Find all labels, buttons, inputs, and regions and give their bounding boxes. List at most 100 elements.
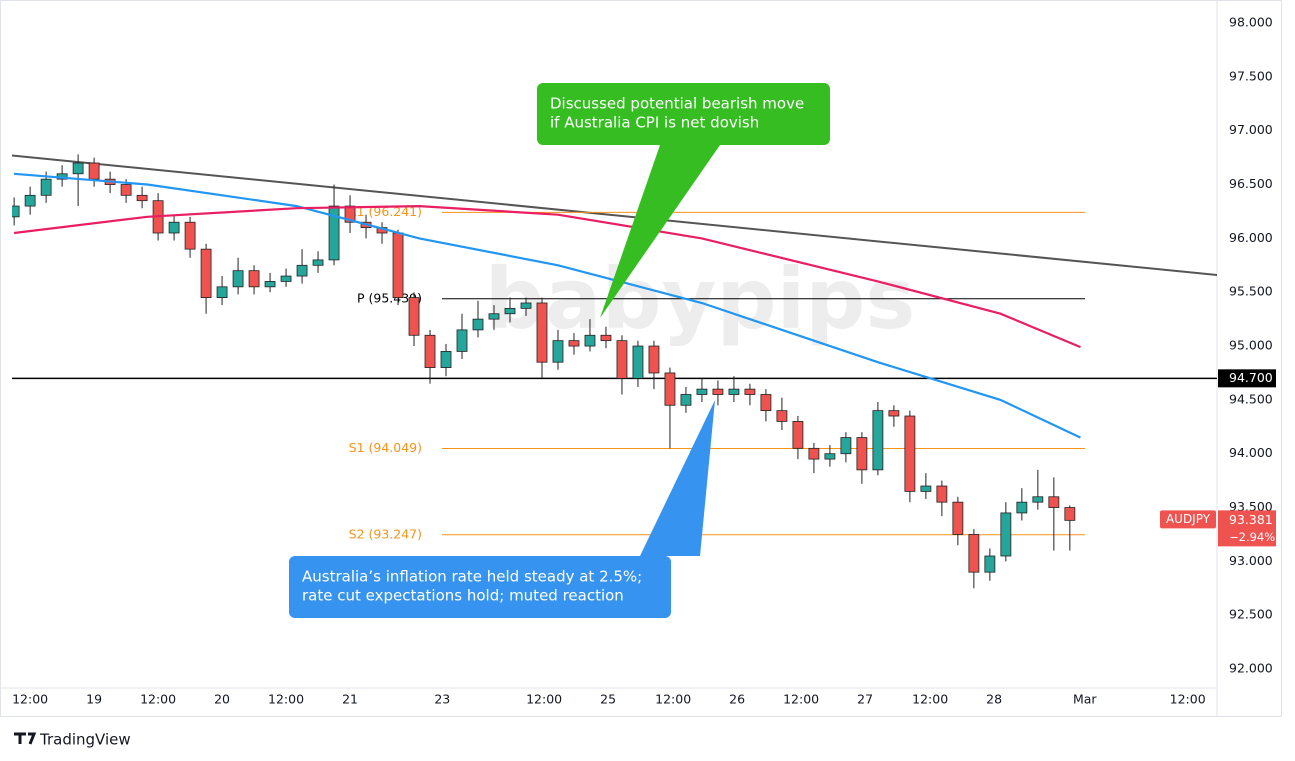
x-tick-label: 12:00 [912, 692, 948, 707]
candle-body [792, 421, 804, 449]
candle-body [1048, 496, 1060, 508]
y-tick-label: 97.000 [1229, 122, 1273, 137]
y-tick-label: 92.000 [1229, 661, 1273, 676]
candle-body [72, 162, 84, 175]
x-tick-label: 20 [214, 692, 230, 707]
candle-body [504, 307, 516, 315]
x-tick-label: 25 [600, 692, 616, 707]
candle-body [12, 205, 20, 218]
candle-body [168, 221, 180, 234]
candle-body [392, 232, 404, 298]
candle-body [872, 410, 884, 471]
y-tick-label: 93.500 [1229, 499, 1273, 514]
x-tick-label: 19 [86, 692, 102, 707]
candle-body [584, 334, 596, 347]
candle-body [344, 205, 356, 223]
x-tick-label: 12:00 [12, 692, 48, 707]
candle-body [184, 221, 196, 250]
candle-body [232, 270, 244, 288]
symbol-label: AUDJPY [1166, 512, 1211, 526]
candle-body [296, 264, 308, 277]
candle-body [216, 286, 228, 298]
y-tick-label: 97.500 [1229, 68, 1273, 83]
candle-body [808, 447, 820, 460]
x-tick-label: Mar [1073, 692, 1097, 707]
price-change: −2.94% [1229, 530, 1275, 544]
candle-body [568, 340, 580, 347]
candle-body [1000, 512, 1012, 557]
candle-body [136, 194, 148, 202]
candle-body [408, 297, 420, 336]
x-tick-label: 12:00 [268, 692, 304, 707]
candle-body [552, 340, 564, 363]
x-tick-label: 23 [434, 692, 450, 707]
candle-body [488, 313, 500, 320]
candle-body [904, 415, 916, 492]
callout-box [537, 83, 830, 145]
candle-body [776, 410, 788, 422]
pivot-label: P (95.439) [357, 290, 422, 305]
candle-body [744, 388, 756, 395]
x-tick-label: 12:00 [140, 692, 176, 707]
symbol-tag [1160, 510, 1216, 529]
x-tick-label: 26 [729, 692, 745, 707]
last-price: 93.381 [1229, 512, 1273, 527]
y-tick-label: 96.000 [1229, 230, 1273, 245]
candle-body [648, 345, 660, 374]
candle-body [680, 394, 692, 406]
y-tick-label: 98.000 [1229, 15, 1273, 30]
candle-body [696, 388, 708, 395]
candle-body [920, 485, 932, 492]
y-tick-label: 96.500 [1229, 176, 1273, 191]
candle-body [24, 194, 36, 207]
candle-body [952, 501, 964, 535]
candle-body [328, 205, 340, 261]
x-tick-label: 28 [986, 692, 1002, 707]
callout-pointer [640, 400, 715, 556]
y-tick-label: 93.000 [1229, 553, 1273, 568]
candle-body [616, 340, 628, 379]
y-tick-label: 95.500 [1229, 284, 1273, 299]
moving-average [13, 204, 1081, 349]
pivot-label: S2 (93.247) [349, 526, 422, 541]
candle-body [200, 248, 212, 298]
x-tick-label: 27 [857, 692, 873, 707]
candle-body [712, 388, 724, 395]
trendline [12, 154, 1217, 276]
candle-body [664, 372, 676, 406]
last-price-tag [1218, 510, 1276, 547]
candle-body [248, 270, 260, 288]
candle-body [120, 184, 132, 196]
candle-body [472, 318, 484, 331]
candle-body [888, 410, 900, 417]
plot: R1 (96.241)P (95.439)S1 (94.049)S2 (93.2… [12, 154, 1217, 589]
y-tick-label: 94.000 [1229, 445, 1273, 460]
candle-body [936, 485, 948, 503]
candle-body [984, 555, 996, 573]
callout-box [289, 556, 671, 618]
x-tick-label: 12:00 [655, 692, 691, 707]
callout-pointer [600, 145, 720, 318]
price-line-tag [1218, 369, 1276, 388]
candle-body [760, 394, 772, 412]
candle-body [440, 351, 452, 368]
candle-body [1032, 496, 1044, 503]
candle-body [840, 437, 852, 455]
x-tick-label: 12:00 [526, 692, 562, 707]
callout-text: Discussed potential bearish move [550, 95, 804, 113]
price-line-label: 94.700 [1229, 370, 1273, 385]
candle-body [40, 178, 52, 196]
pivot-label: S1 (94.049) [349, 440, 422, 455]
callout-text: rate cut expectations hold; muted reacti… [302, 587, 624, 605]
candle-body [600, 334, 612, 342]
candle-body [536, 302, 548, 363]
callout-text: Australia’s inflation rate held steady a… [302, 568, 642, 586]
candle-body [632, 345, 644, 379]
moving-average [14, 172, 1081, 439]
candle-body [520, 302, 532, 309]
candle-body [456, 329, 468, 352]
candle-body [856, 437, 868, 471]
candle-body [88, 162, 100, 180]
x-tick-label: 21 [342, 692, 358, 707]
candle-body [968, 534, 980, 573]
